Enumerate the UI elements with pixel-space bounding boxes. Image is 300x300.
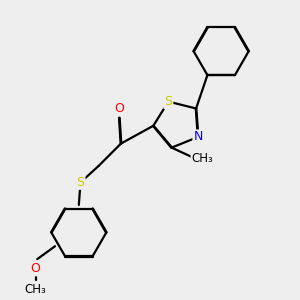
Text: CH₃: CH₃ [25,284,46,296]
Text: N: N [194,130,203,143]
Text: S: S [164,95,172,108]
Text: S: S [76,176,85,189]
Text: O: O [114,102,124,115]
Text: CH₃: CH₃ [191,152,213,166]
Text: O: O [31,262,40,275]
